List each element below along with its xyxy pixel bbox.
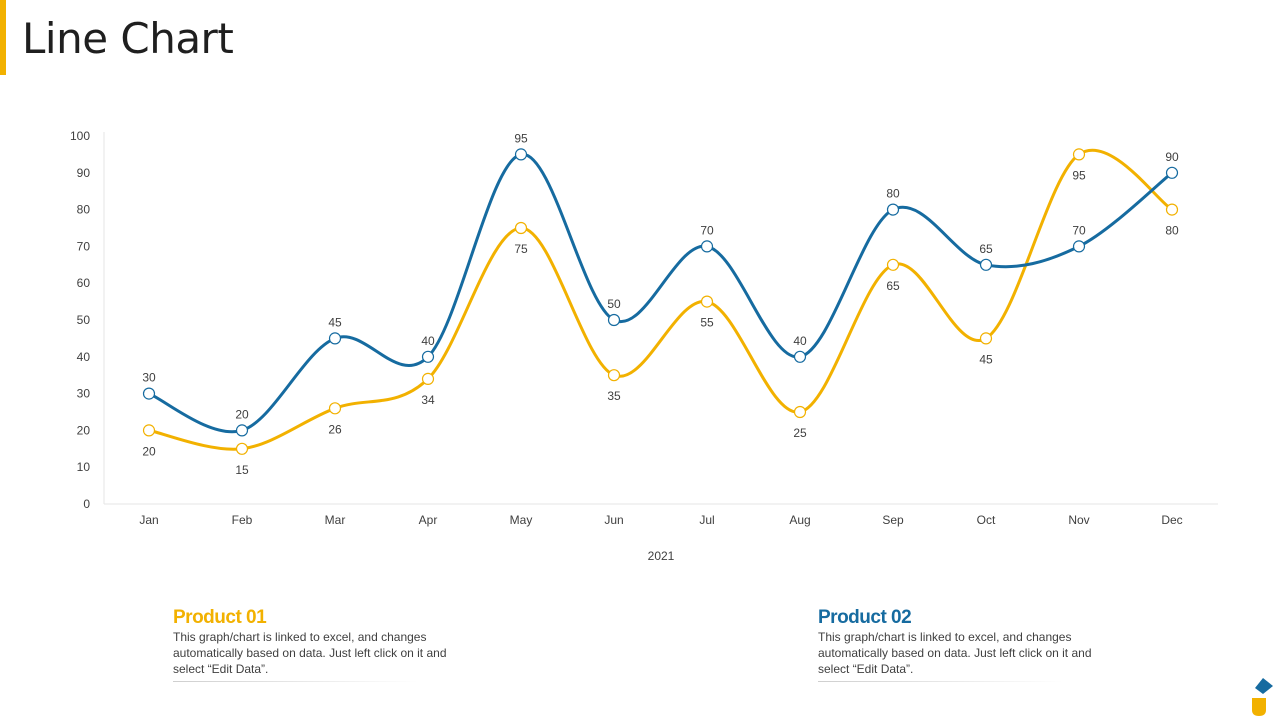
data-point-product-01 (607, 369, 621, 382)
data-label-product-02: 40 (793, 334, 807, 348)
data-point-product-01 (979, 332, 993, 345)
data-label-product-02: 30 (142, 371, 156, 385)
x-tick-label: Mar (325, 513, 346, 527)
data-point-product-01 (1072, 148, 1086, 161)
data-point-product-02 (1072, 240, 1086, 253)
data-point-product-02 (793, 350, 807, 363)
x-tick-label: Dec (1161, 513, 1182, 527)
y-tick-label: 60 (77, 276, 91, 290)
data-point-product-01 (142, 424, 156, 437)
data-point-product-02 (514, 148, 528, 161)
x-tick-label: Feb (232, 513, 253, 527)
x-tick-label: Nov (1068, 513, 1089, 527)
data-label-product-02: 45 (328, 315, 342, 329)
chart-series-points (142, 148, 1179, 455)
data-label-product-01: 75 (514, 242, 528, 256)
brand-logo-icon (1252, 678, 1273, 716)
data-point-product-01 (1165, 203, 1179, 216)
y-tick-label: 30 (77, 387, 91, 401)
x-tick-label: Apr (419, 513, 438, 527)
y-tick-label: 100 (70, 129, 90, 143)
data-point-product-01 (514, 221, 528, 235)
x-tick-label: Sep (882, 513, 904, 527)
data-point-product-01 (421, 372, 435, 385)
y-tick-label: 0 (83, 497, 90, 511)
data-label-product-01: 45 (979, 352, 993, 366)
x-tick-label: Jan (139, 513, 158, 527)
x-tick-label: Aug (789, 513, 810, 527)
y-tick-label: 40 (77, 350, 91, 364)
x-axis-title: 2021 (648, 549, 675, 563)
chart-series-lines (147, 148, 1174, 451)
data-label-product-02: 65 (979, 242, 993, 256)
data-point-product-01 (328, 402, 342, 415)
data-label-product-01: 65 (886, 279, 900, 293)
chart-data-labels: 20 15 26 34 75 35 55 25 65 45 95 80 30 20 45 40 95 50 70 40… (142, 131, 1179, 476)
x-tick-label: Jun (604, 513, 623, 527)
data-point-product-02 (607, 313, 621, 327)
data-point-product-02 (1165, 166, 1179, 179)
series-line-product-01 (147, 148, 1174, 451)
series-line-product-02 (147, 152, 1174, 434)
data-point-product-01 (235, 442, 249, 455)
data-label-product-02: 70 (1072, 223, 1086, 237)
data-label-product-02: 90 (1165, 150, 1179, 164)
data-point-product-01 (886, 258, 900, 271)
legend-title-product-02: Product 02 (818, 607, 912, 628)
legend-description-product-01: This graph/chart is linked to excel, and… (173, 630, 447, 676)
data-label-product-02: 20 (235, 407, 249, 421)
data-point-product-02 (886, 203, 900, 216)
data-label-product-02: 40 (421, 334, 435, 348)
legend-title-product-01: Product 01 (173, 607, 267, 628)
data-label-product-01: 25 (793, 426, 807, 440)
title-accent-bar (0, 0, 6, 75)
x-tick-label: Oct (977, 513, 996, 527)
legend-product-02: Product 02 This graph/chart is linked to… (818, 607, 1108, 682)
data-label-product-01: 95 (1072, 168, 1086, 182)
data-label-product-01: 80 (1165, 224, 1179, 238)
line-chart[interactable]: 0 10 20 30 40 50 60 70 80 90 100 Jan Feb Mar Apr May Jun… (0, 0, 1280, 600)
y-tick-label: 20 (77, 423, 91, 437)
legend-description-product-02: This graph/chart is linked to excel, and… (818, 630, 1092, 676)
x-tick-label: Jul (699, 513, 714, 527)
x-tick-label: May (510, 513, 533, 527)
data-label-product-01: 20 (142, 444, 156, 458)
data-point-product-01 (700, 295, 714, 308)
y-tick-label: 80 (77, 203, 91, 217)
data-label-product-02: 50 (607, 297, 621, 311)
legend-product-01: Product 01 This graph/chart is linked to… (173, 607, 463, 682)
data-point-product-02 (235, 424, 249, 437)
data-label-product-01: 55 (700, 316, 714, 330)
legend-divider (818, 681, 1063, 682)
data-label-product-01: 34 (421, 393, 435, 407)
legend-divider (173, 681, 418, 682)
data-label-product-02: 70 (700, 223, 714, 237)
data-point-product-02 (328, 332, 342, 345)
data-label-product-01: 15 (235, 463, 249, 477)
data-label-product-02: 80 (886, 187, 900, 201)
data-label-product-01: 26 (328, 422, 342, 436)
y-tick-label: 90 (77, 166, 91, 180)
y-tick-label: 50 (77, 313, 91, 327)
data-point-product-02 (421, 350, 435, 363)
data-label-product-01: 35 (607, 389, 621, 403)
page-title: Line Chart (22, 14, 234, 63)
data-label-product-02: 95 (514, 131, 528, 145)
y-tick-label: 10 (77, 460, 91, 474)
data-point-product-01 (793, 405, 807, 419)
y-tick-label: 70 (77, 239, 91, 253)
data-point-product-02 (142, 387, 156, 400)
chart-axes: 0 10 20 30 40 50 60 70 80 90 100 Jan Feb Mar Apr May Jun… (70, 129, 1218, 563)
data-point-product-02 (979, 258, 993, 271)
data-point-product-02 (700, 240, 714, 253)
